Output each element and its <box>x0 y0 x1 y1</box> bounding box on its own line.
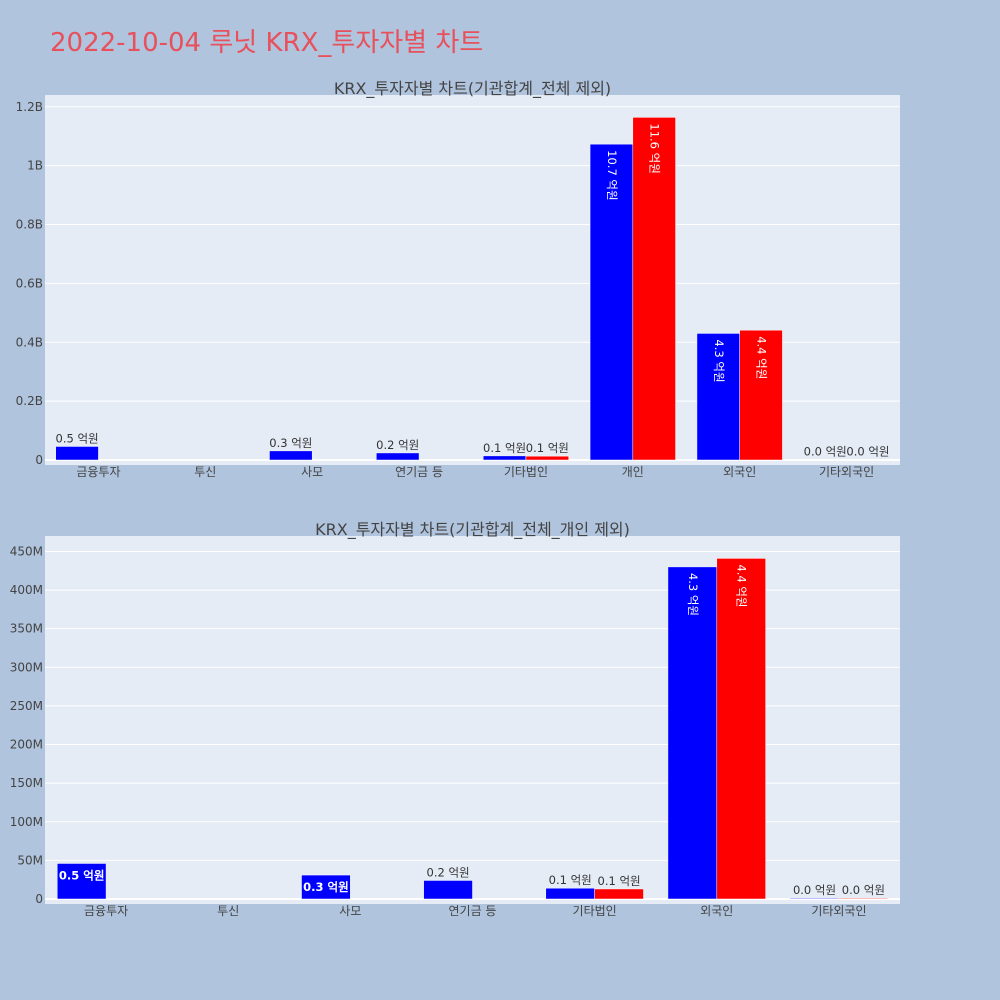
y-tick-label: 0.8B <box>16 218 43 232</box>
x-tick-label: 기타외국인 <box>811 904 866 918</box>
x-tick-label: 투신 <box>217 904 239 918</box>
y-tick-label: 250M <box>10 699 43 713</box>
bar-label: 0.0 억원 <box>842 883 885 897</box>
y-tick-label: 0.2B <box>16 394 43 408</box>
y-tick-label: 0.6B <box>16 276 43 290</box>
x-tick-label: 사모 <box>301 465 323 479</box>
y-tick-label: 0 <box>35 892 43 906</box>
x-tick-label: 개인 <box>622 465 644 479</box>
y-tick-label: 50M <box>17 853 43 867</box>
bar <box>696 333 740 461</box>
x-tick-label: 기타법인 <box>573 904 617 918</box>
y-tick-label: 0.4B <box>16 335 43 349</box>
bar <box>589 143 634 461</box>
bar <box>667 566 718 900</box>
bar-label: 4.4 억원 <box>735 564 749 607</box>
bar-label: 0.1 억원 <box>549 873 592 887</box>
x-tick-label: 기타외국인 <box>819 465 874 479</box>
bar <box>423 880 473 900</box>
x-tick-label: 연기금 등 <box>395 465 443 479</box>
bar <box>269 450 313 461</box>
y-tick-label: 100M <box>10 815 43 829</box>
y-tick-label: 1.2B <box>16 100 43 114</box>
y-tick-label: 150M <box>10 776 43 790</box>
bar <box>301 874 351 900</box>
bar-label: 0.1 억원 <box>526 441 569 455</box>
chart-title: KRX_투자자별 차트(기관합계_전체 제외) <box>334 79 611 99</box>
bar <box>632 117 676 461</box>
bar-label: 0.0 억원 <box>846 445 889 459</box>
bar-label: 0.2 억원 <box>376 438 419 452</box>
plot-area <box>45 536 900 904</box>
bar-label: 4.4 억원 <box>755 336 769 379</box>
bar-label: 11.6 억원 <box>648 123 662 173</box>
x-tick-label: 금융투자 <box>84 904 128 918</box>
y-tick-label: 200M <box>10 738 43 752</box>
y-tick-label: 300M <box>10 660 43 674</box>
y-tick-label: 1B <box>27 159 43 173</box>
bar <box>482 455 527 461</box>
bar <box>594 888 644 900</box>
x-tick-label: 투신 <box>194 465 216 479</box>
x-tick-label: 기타법인 <box>504 465 548 479</box>
bar-label: 0.5 억원 <box>56 431 99 445</box>
y-tick-label: 400M <box>10 583 43 597</box>
bar <box>55 446 99 461</box>
bar-label: 4.3 억원 <box>712 339 726 382</box>
x-tick-label: 외국인 <box>723 465 756 479</box>
page-title: 2022-10-04 루닛 KRX_투자자별 차트 <box>50 28 484 58</box>
chart-bottom: 0 50M 100M 150M 200M 250M 300M 350M 400M 450M KRX_… <box>10 520 900 918</box>
bar <box>525 455 569 461</box>
bar-label: 0.1 억원 <box>483 441 526 455</box>
bar <box>545 887 595 900</box>
y-tick-label: 450M <box>10 544 43 558</box>
bar-label: 0.3 억원 <box>269 436 312 450</box>
bar-label: 0.1 억원 <box>598 874 641 888</box>
chart-title: KRX_투자자별 차트(기관합계_전체_개인 제외) <box>315 520 630 540</box>
y-tick-label: 0 <box>35 453 43 467</box>
bar <box>739 329 783 461</box>
bar-label: 0.0 억원 <box>793 883 836 897</box>
x-tick-label: 금융투자 <box>76 465 120 479</box>
bar <box>716 558 766 900</box>
chart-top: 0 0.2B 0.4B 0.6B 0.8B 1B 1.2B KRX_투자자별 차트(기관합계_… <box>16 79 900 479</box>
bar-label: 0.0 억원 <box>804 445 847 459</box>
bar-label: 0.2 억원 <box>427 865 470 879</box>
bar <box>789 897 840 900</box>
bar <box>56 863 107 900</box>
x-tick-label: 사모 <box>339 904 361 918</box>
bar-label: 0.5 억원 <box>59 868 105 882</box>
y-tick-label: 350M <box>10 622 43 636</box>
bar <box>838 897 889 900</box>
bar-label: 0.3 억원 <box>303 880 349 894</box>
bar-label: 4.3 억원 <box>686 573 700 616</box>
x-tick-label: 연기금 등 <box>449 904 497 918</box>
bar-label: 10.7 억원 <box>605 150 619 200</box>
x-tick-label: 외국인 <box>700 904 733 918</box>
bar <box>376 452 420 461</box>
